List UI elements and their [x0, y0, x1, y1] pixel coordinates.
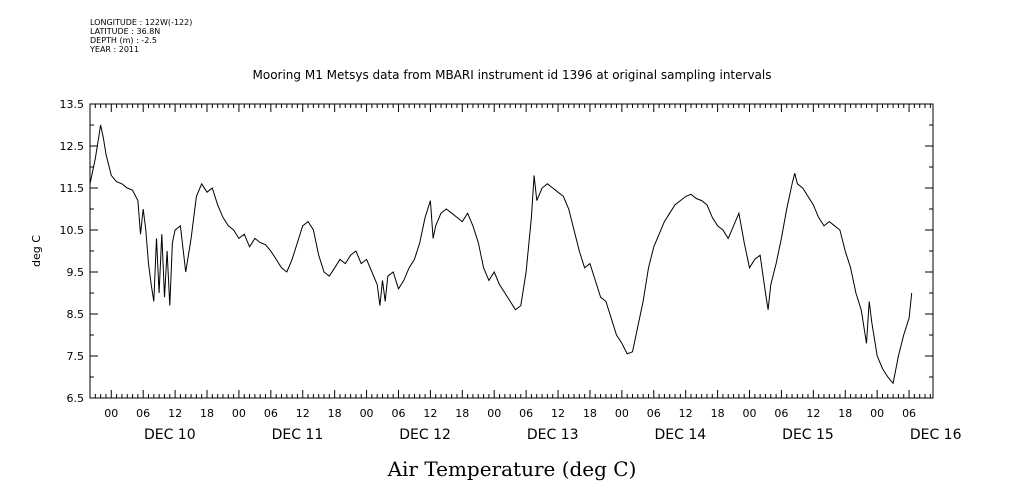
- tick-group: 13.5 12.5 11.5 10.5 9.5 8.5 7.5 6.5 00 06 12 18 00 06…: [60, 98, 962, 443]
- x-tick-label: 06: [136, 407, 150, 420]
- x-tick-label: 06: [647, 407, 661, 420]
- x-tick-label: 06: [391, 407, 405, 420]
- x-day-label: DEC 10: [144, 427, 196, 443]
- x-tick-label: 18: [583, 407, 597, 420]
- x-tick-label: 12: [423, 407, 437, 420]
- x-day-label: DEC 12: [399, 427, 451, 443]
- x-tick-label: 00: [360, 407, 374, 420]
- year-text: YEAR : 2011: [90, 45, 140, 54]
- y-tick-label: 11.5: [60, 182, 85, 195]
- y-tick-label: 7.5: [67, 350, 85, 363]
- plot-frame: [89, 103, 934, 399]
- x-tick-label: 00: [615, 407, 629, 420]
- x-axis-label: Air Temperature (deg C): [387, 457, 637, 481]
- x-tick-label: 18: [455, 407, 469, 420]
- x-day-label: DEC 16: [910, 427, 962, 443]
- x-tick-label: 12: [806, 407, 820, 420]
- depth-text: DEPTH (m) : -2.5: [90, 36, 157, 45]
- x-tick-label: 06: [774, 407, 788, 420]
- x-day-label: DEC 14: [655, 427, 707, 443]
- x-tick-label: 18: [200, 407, 214, 420]
- y-tick-label: 13.5: [60, 98, 85, 111]
- y-axis-label: deg C: [30, 235, 43, 267]
- x-tick-label: 12: [296, 407, 310, 420]
- x-tick-label: 06: [264, 407, 278, 420]
- x-tick-label: 00: [487, 407, 501, 420]
- y-tick-label: 9.5: [67, 266, 85, 279]
- x-tick-label: 12: [168, 407, 182, 420]
- longitude-text: LONGITUDE : 122W(-122): [90, 18, 193, 27]
- x-day-label: DEC 11: [272, 427, 324, 443]
- x-tick-label: 00: [104, 407, 118, 420]
- x-tick-label: 18: [328, 407, 342, 420]
- x-tick-label: 06: [519, 407, 533, 420]
- x-day-label: DEC 15: [782, 427, 834, 443]
- x-tick-label: 12: [679, 407, 693, 420]
- chart-title: Mooring M1 Metsys data from MBARI instru…: [253, 68, 772, 82]
- x-day-label: DEC 13: [527, 427, 579, 443]
- x-tick-label: 06: [902, 407, 916, 420]
- y-tick-label: 10.5: [60, 224, 85, 237]
- y-tick-label: 6.5: [67, 392, 85, 405]
- x-tick-label: 00: [870, 407, 884, 420]
- metadata-block: LONGITUDE : 122W(-122) LATITUDE : 36.8N …: [90, 18, 192, 54]
- y-tick-label: 8.5: [67, 308, 85, 321]
- x-tick-label: 12: [551, 407, 565, 420]
- x-tick-label: 18: [711, 407, 725, 420]
- y-tick-label: 12.5: [60, 140, 85, 153]
- latitude-text: LATITUDE : 36.8N: [90, 27, 161, 36]
- series-line: [89, 124, 913, 385]
- x-tick-label: 00: [232, 407, 246, 420]
- x-tick-label: 18: [838, 407, 852, 420]
- x-tick-label: 00: [743, 407, 757, 420]
